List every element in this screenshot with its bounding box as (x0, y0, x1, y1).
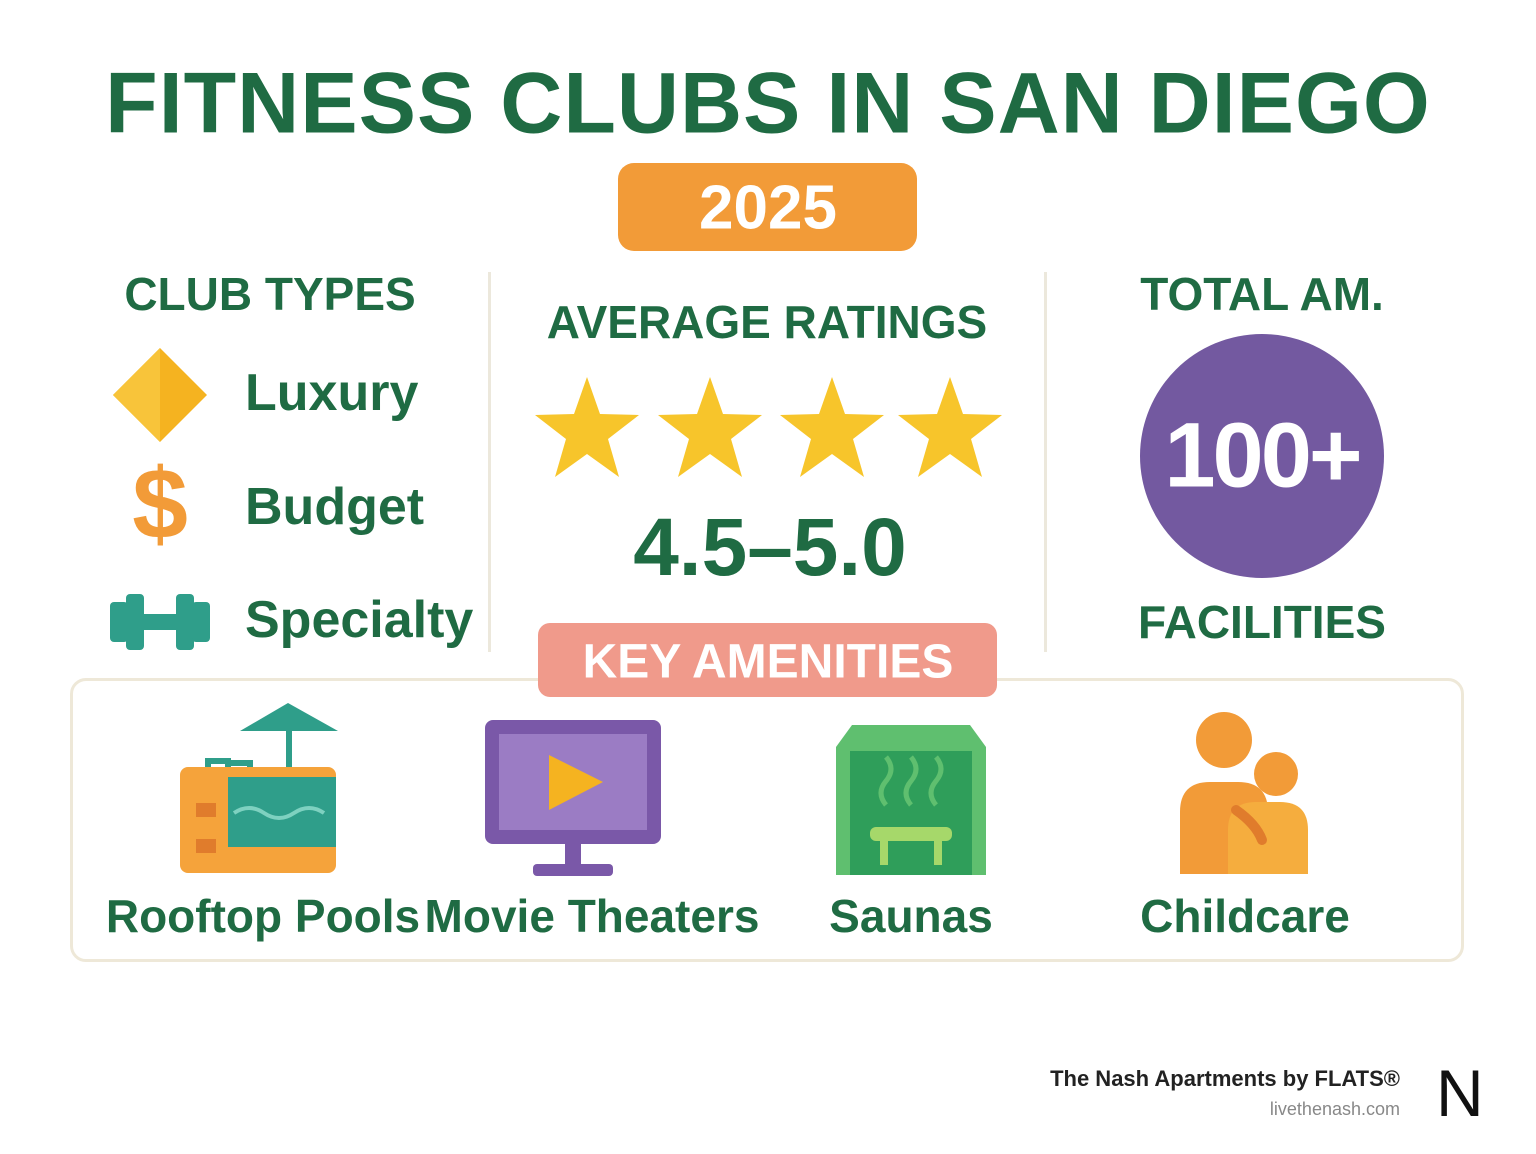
amenities-heading: KEY AMENITIES (582, 635, 954, 689)
amenities-pill (538, 623, 997, 697)
luxury-icon (113, 348, 207, 442)
svg-text:$: $ (132, 448, 188, 560)
specialty-icon (110, 594, 210, 650)
club-type: Budget (245, 478, 425, 536)
pool-icon (180, 703, 338, 873)
theater-icon (485, 720, 661, 876)
club-types-heading: CLUB TYPES (124, 268, 416, 320)
childcare-icon (1180, 712, 1308, 874)
year: 2025 (699, 173, 837, 243)
footer-brand: The Nash Apartments by FLATS® (1050, 1066, 1400, 1091)
ratings-heading: AVERAGE RATINGS (546, 296, 988, 348)
year-pill (618, 163, 917, 251)
stars (535, 377, 1002, 477)
amenity: Movie Theaters (424, 890, 760, 942)
club-type: Specialty (245, 591, 474, 649)
club-type: Luxury (245, 364, 419, 422)
amenity: Childcare (1140, 890, 1350, 942)
divider (1044, 272, 1047, 652)
divider (488, 272, 491, 652)
sauna-icon (836, 725, 986, 875)
amenity: Rooftop Pools (105, 890, 421, 942)
total-heading: TOTAL AM. (1140, 268, 1384, 320)
facility-count: 100+ (1164, 404, 1362, 507)
footer-url: livethenash.com (1269, 1099, 1400, 1119)
facilities-caption: FACILITIES (1138, 596, 1386, 648)
footer-logo: N (1436, 1056, 1484, 1130)
title: FITNESS CLUBS IN SAN DIEGO (105, 55, 1431, 152)
amenity: Saunas (829, 890, 993, 942)
count-circle (1140, 334, 1384, 578)
rating-range: 4.5–5.0 (633, 502, 907, 593)
budget-icon: $ (132, 448, 188, 560)
